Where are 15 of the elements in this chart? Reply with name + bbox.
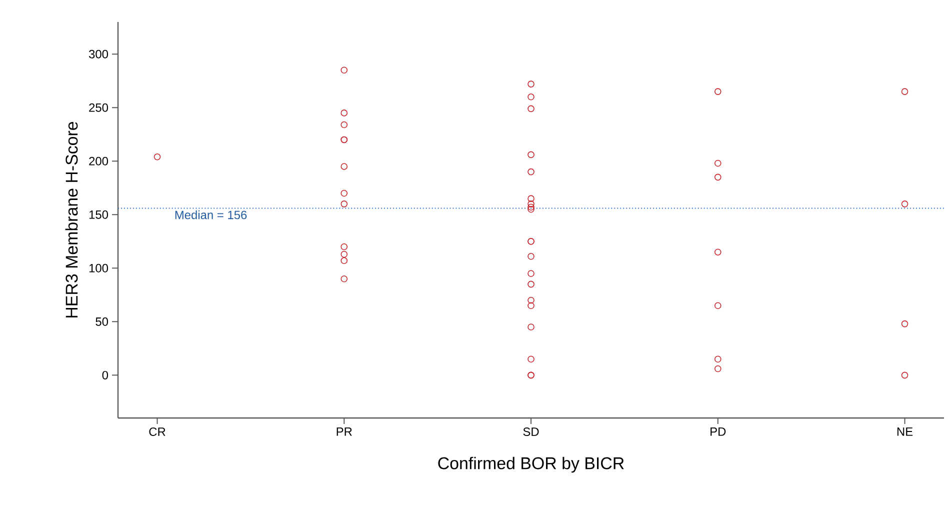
y-tick-label: 250: [89, 103, 108, 112]
x-tick-label: SD: [523, 428, 539, 436]
x-tick-label: PR: [336, 428, 352, 436]
ref-line-label: Median = 156: [175, 210, 247, 220]
x-tick-label: NE: [897, 428, 913, 436]
x-tick-label: CR: [149, 428, 166, 436]
y-tick-label: 150: [89, 210, 108, 219]
y-tick-label: 300: [88, 50, 108, 58]
y-axis-title: HER3 Membrane H-Score: [65, 122, 78, 318]
x-tick-label: PD: [710, 428, 726, 436]
y-tick-label: 50: [96, 317, 108, 326]
y-tick-label: 0: [102, 370, 108, 380]
y-tick-label: 200: [89, 156, 108, 166]
x-axis-title: Confirmed BOR by BICR: [438, 456, 624, 473]
y-tick-label: 100: [89, 264, 108, 272]
